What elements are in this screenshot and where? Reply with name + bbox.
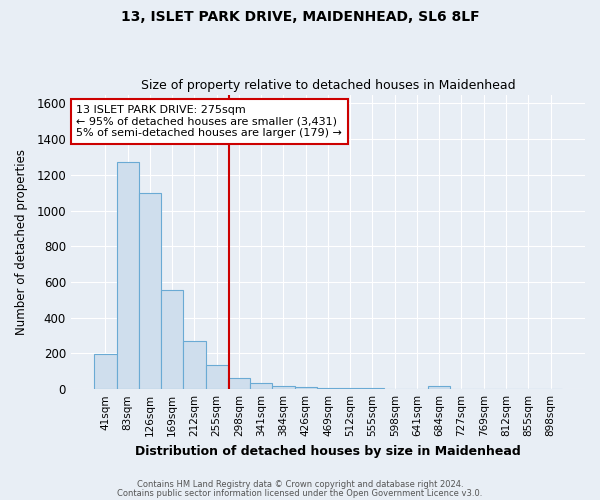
Bar xyxy=(184,341,206,389)
Bar xyxy=(250,383,272,389)
Bar xyxy=(383,388,406,389)
Text: 13, ISLET PARK DRIVE, MAIDENHEAD, SL6 8LF: 13, ISLET PARK DRIVE, MAIDENHEAD, SL6 8L… xyxy=(121,10,479,24)
X-axis label: Distribution of detached houses by size in Maidenhead: Distribution of detached houses by size … xyxy=(135,444,521,458)
Bar xyxy=(272,386,295,389)
Text: Contains HM Land Registry data © Crown copyright and database right 2024.: Contains HM Land Registry data © Crown c… xyxy=(137,480,463,489)
Bar xyxy=(94,354,116,389)
Bar xyxy=(139,193,161,389)
Bar xyxy=(116,162,139,389)
Bar xyxy=(228,378,250,389)
Bar xyxy=(161,290,184,389)
Bar xyxy=(428,386,451,389)
Bar xyxy=(317,388,339,389)
Bar xyxy=(295,388,317,389)
Text: Contains public sector information licensed under the Open Government Licence v3: Contains public sector information licen… xyxy=(118,488,482,498)
Y-axis label: Number of detached properties: Number of detached properties xyxy=(15,149,28,335)
Bar xyxy=(206,365,228,389)
Bar xyxy=(361,388,383,389)
Title: Size of property relative to detached houses in Maidenhead: Size of property relative to detached ho… xyxy=(140,79,515,92)
Bar xyxy=(339,388,361,389)
Text: 13 ISLET PARK DRIVE: 275sqm
← 95% of detached houses are smaller (3,431)
5% of s: 13 ISLET PARK DRIVE: 275sqm ← 95% of det… xyxy=(76,105,342,138)
